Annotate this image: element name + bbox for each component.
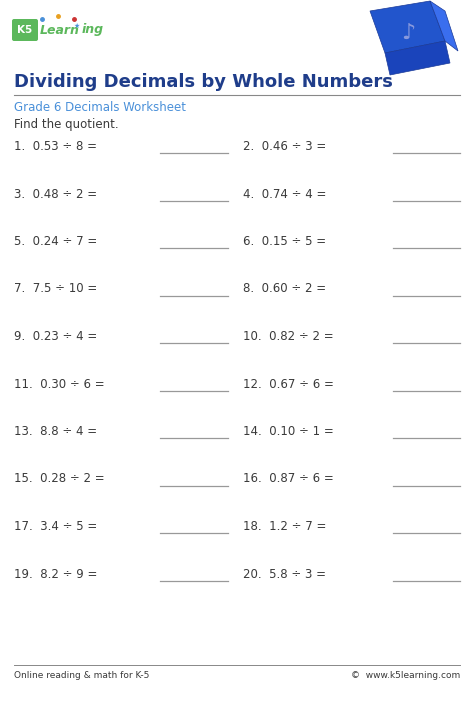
Text: 18.  1.2 ÷ 7 =: 18. 1.2 ÷ 7 = xyxy=(243,520,327,533)
Text: Grade 6 Decimals Worksheet: Grade 6 Decimals Worksheet xyxy=(14,101,186,114)
Text: 7.  7.5 ÷ 10 =: 7. 7.5 ÷ 10 = xyxy=(14,282,97,296)
Text: 17.  3.4 ÷ 5 =: 17. 3.4 ÷ 5 = xyxy=(14,520,97,533)
Text: K5: K5 xyxy=(18,25,33,35)
Polygon shape xyxy=(385,41,450,75)
Text: ♪: ♪ xyxy=(401,23,415,43)
Text: 4.  0.74 ÷ 4 =: 4. 0.74 ÷ 4 = xyxy=(243,188,327,201)
Text: 20.  5.8 ÷ 3 =: 20. 5.8 ÷ 3 = xyxy=(243,567,326,580)
Text: 10.  0.82 ÷ 2 =: 10. 0.82 ÷ 2 = xyxy=(243,330,334,343)
Text: Online reading & math for K-5: Online reading & math for K-5 xyxy=(14,671,149,680)
Text: 1.  0.53 ÷ 8 =: 1. 0.53 ÷ 8 = xyxy=(14,140,97,153)
Text: ing: ing xyxy=(82,23,104,36)
Text: 14.  0.10 ÷ 1 =: 14. 0.10 ÷ 1 = xyxy=(243,425,334,438)
Text: 13.  8.8 ÷ 4 =: 13. 8.8 ÷ 4 = xyxy=(14,425,97,438)
Text: Learn: Learn xyxy=(40,23,80,36)
Text: 9.  0.23 ÷ 4 =: 9. 0.23 ÷ 4 = xyxy=(14,330,97,343)
Polygon shape xyxy=(430,1,458,51)
Text: Dividing Decimals by Whole Numbers: Dividing Decimals by Whole Numbers xyxy=(14,73,393,91)
Text: ★: ★ xyxy=(74,23,80,29)
Text: 15.  0.28 ÷ 2 =: 15. 0.28 ÷ 2 = xyxy=(14,473,105,486)
Text: 5.  0.24 ÷ 7 =: 5. 0.24 ÷ 7 = xyxy=(14,235,97,248)
Text: 11.  0.30 ÷ 6 =: 11. 0.30 ÷ 6 = xyxy=(14,378,105,390)
Text: 8.  0.60 ÷ 2 =: 8. 0.60 ÷ 2 = xyxy=(243,282,326,296)
Text: 2.  0.46 ÷ 3 =: 2. 0.46 ÷ 3 = xyxy=(243,140,326,153)
Text: 12.  0.67 ÷ 6 =: 12. 0.67 ÷ 6 = xyxy=(243,378,334,390)
Text: 6.  0.15 ÷ 5 =: 6. 0.15 ÷ 5 = xyxy=(243,235,326,248)
Text: Find the quotient.: Find the quotient. xyxy=(14,118,118,131)
Text: ©  www.k5learning.com: © www.k5learning.com xyxy=(351,671,460,680)
Text: 3.  0.48 ÷ 2 =: 3. 0.48 ÷ 2 = xyxy=(14,188,97,201)
FancyBboxPatch shape xyxy=(12,19,38,41)
Text: 16.  0.87 ÷ 6 =: 16. 0.87 ÷ 6 = xyxy=(243,473,334,486)
Text: 19.  8.2 ÷ 9 =: 19. 8.2 ÷ 9 = xyxy=(14,567,97,580)
Polygon shape xyxy=(370,1,445,53)
